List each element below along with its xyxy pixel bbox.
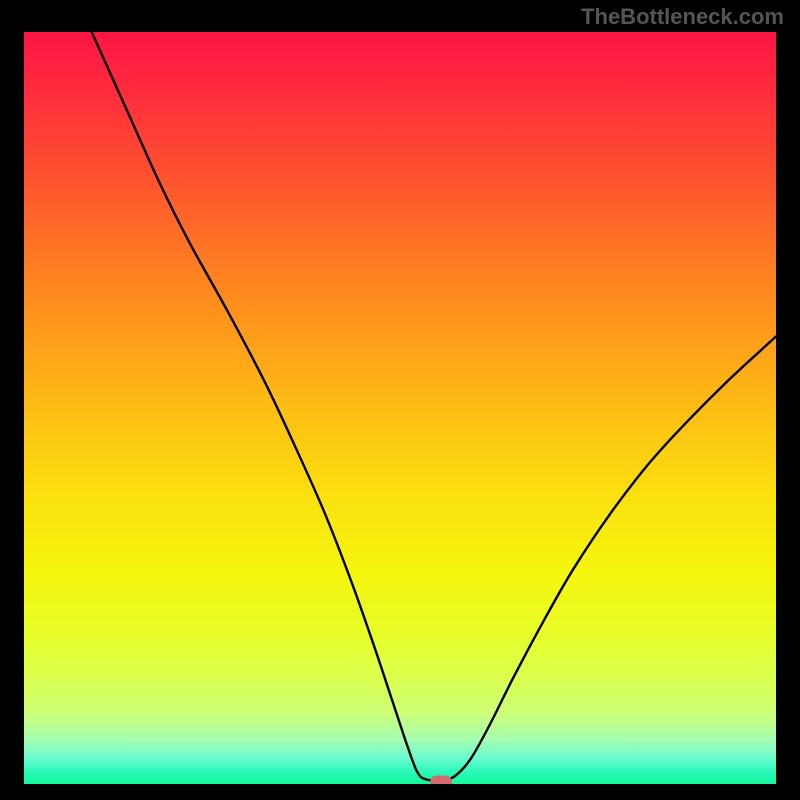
optimal-point-marker bbox=[430, 775, 452, 784]
watermark-text: TheBottleneck.com bbox=[581, 4, 784, 30]
plot-area bbox=[24, 32, 776, 784]
bottleneck-curve bbox=[24, 32, 776, 784]
